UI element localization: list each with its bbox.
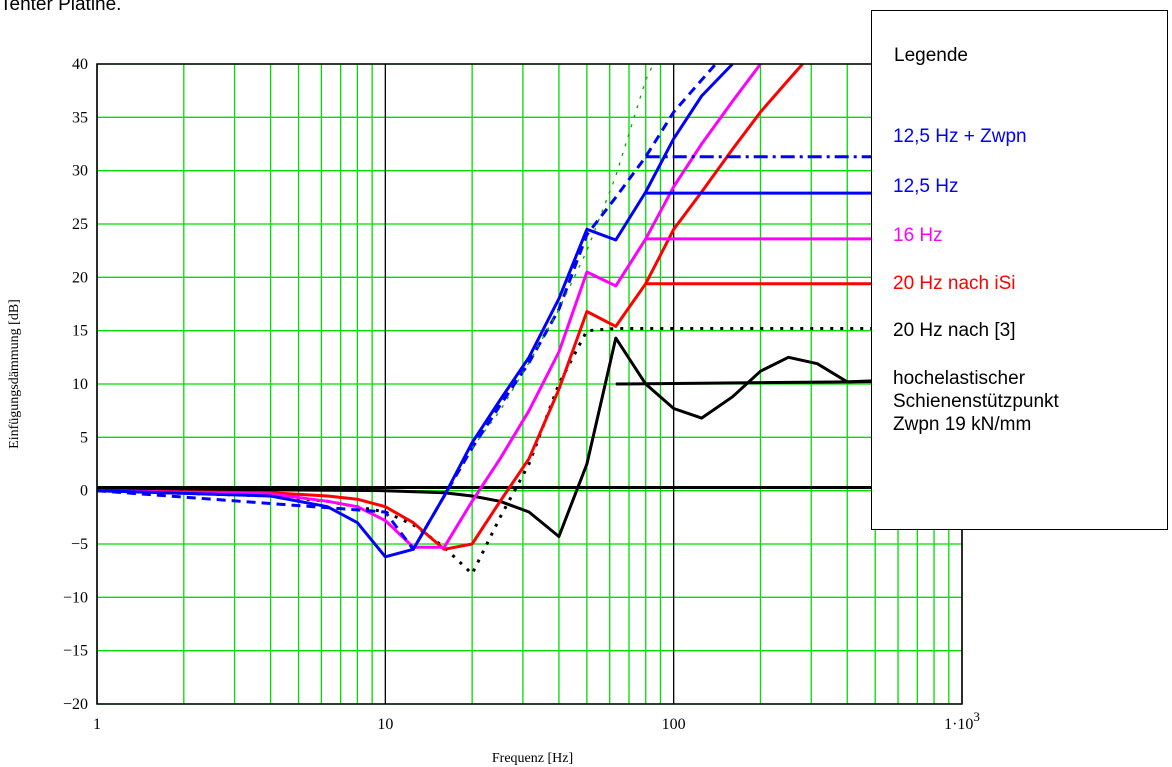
legend-entry-20hz-ref3: 20 Hz nach [3] bbox=[893, 320, 1016, 341]
series-line-1 bbox=[96, 336, 876, 538]
y-tick-label: −10 bbox=[63, 589, 88, 606]
series-line-3 bbox=[96, 327, 962, 576]
chart-series bbox=[96, 62, 963, 576]
series-line-4 bbox=[96, 63, 804, 551]
y-tick-label: 15 bbox=[72, 323, 88, 340]
x-tick-label: 1 bbox=[93, 716, 101, 733]
series-line-10 bbox=[96, 63, 717, 551]
y-axis-label: Einfügungsdämmung [dB] bbox=[7, 299, 22, 449]
y-tick-label: −15 bbox=[63, 643, 88, 660]
series-line-8 bbox=[96, 62, 734, 559]
x-tick-label: 10 bbox=[377, 716, 393, 733]
chart-grid bbox=[96, 63, 963, 705]
legend-entry-20hz-isi: 20 Hz nach iSi bbox=[893, 273, 1016, 294]
y-tick-label: 5 bbox=[80, 429, 88, 446]
y-tick-label: −20 bbox=[63, 696, 88, 713]
series-line-12 bbox=[471, 63, 654, 449]
y-tick-label: 0 bbox=[80, 483, 88, 500]
x-tick-label: 1·103 bbox=[944, 709, 980, 733]
legend-entry-16hz: 16 Hz bbox=[893, 225, 943, 246]
y-tick-label: 10 bbox=[72, 376, 88, 393]
legend-entry-12-5hz: 12,5 Hz bbox=[893, 176, 959, 197]
series-line-6 bbox=[96, 63, 762, 549]
y-tick-label: 25 bbox=[72, 216, 88, 233]
tick-labels: 40 35 30 25 20 15 10 5 0 −5 −10 −15 −20 1 10 100 1·103 bbox=[63, 56, 980, 733]
legend-entry-elastic-support: hochelastischer Schienenstützpunkt Zwpn … bbox=[893, 368, 1059, 435]
legend-title: Legende bbox=[894, 45, 968, 66]
page-title: Tenter Platine. bbox=[0, 0, 122, 15]
x-tick-label: 100 bbox=[662, 716, 686, 733]
y-tick-label: 30 bbox=[72, 163, 88, 180]
legend-box: Legende 12,5 Hz + Zwpn 12,5 Hz 16 Hz 20 … bbox=[871, 10, 1168, 530]
y-tick-label: 35 bbox=[72, 109, 88, 126]
x-axis-label: Frequenz [Hz] bbox=[492, 751, 573, 766]
y-tick-label: 40 bbox=[72, 56, 88, 73]
y-tick-label: 20 bbox=[72, 269, 88, 286]
y-tick-label: −5 bbox=[71, 536, 88, 553]
legend-entry-12-5hz-zwpn: 12,5 Hz + Zwpn bbox=[893, 126, 1027, 147]
